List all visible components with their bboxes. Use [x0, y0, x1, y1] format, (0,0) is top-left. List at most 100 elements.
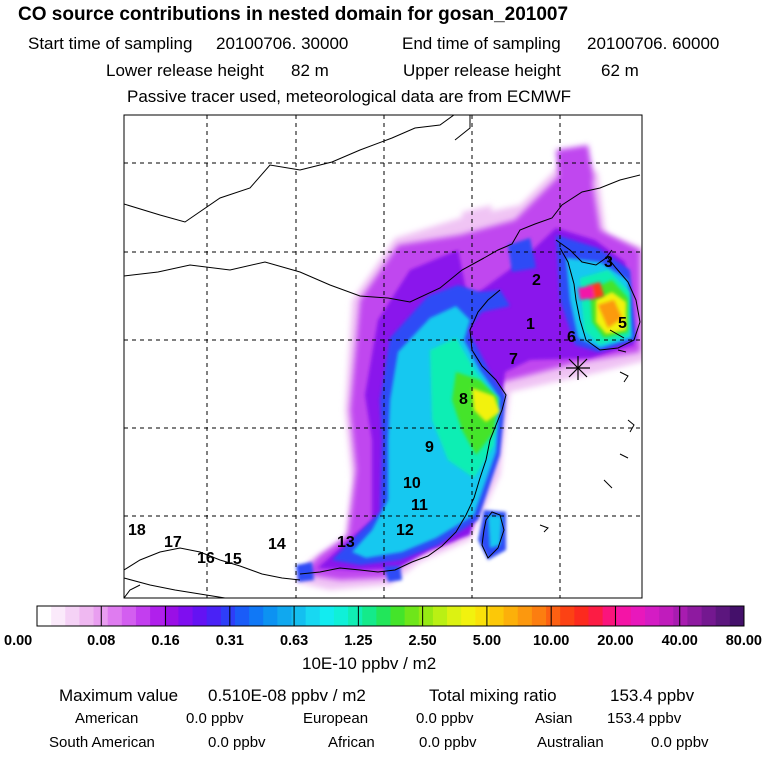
model-note: Passive tracer used, meteorological data… — [127, 87, 572, 106]
start-time-value: 20100706. 30000 — [216, 34, 349, 53]
region-label: 12 — [396, 522, 414, 539]
region-label: 15 — [224, 551, 242, 568]
african-label: African — [328, 734, 375, 751]
region-label: 13 — [337, 534, 355, 551]
concentration-field — [295, 145, 642, 590]
colorbar-swatch — [729, 606, 745, 626]
colorbar-swatch — [362, 606, 377, 626]
region-label: 3 — [604, 254, 613, 271]
map-frame — [123, 114, 643, 599]
colorbar-swatch — [531, 606, 547, 626]
colorbar-swatch — [164, 606, 179, 626]
colorbar-tick-label: 0.16 — [151, 633, 179, 649]
upper-height-label: Upper release height — [403, 61, 561, 80]
colorbar-swatch — [390, 606, 406, 626]
region-label: 8 — [459, 391, 468, 408]
colorbar-swatch — [249, 606, 264, 626]
colorbar-swatch — [333, 606, 349, 626]
lat-lon-grid — [124, 115, 642, 598]
region-label: 6 — [567, 329, 576, 346]
colorbar-tick-label: 20.00 — [597, 633, 633, 649]
start-time-label: Start time of sampling — [28, 34, 193, 53]
region-label: 18 — [128, 522, 146, 539]
region-labels: 1 2 3 5 6 7 8 9 10 11 12 13 14 15 16 17 … — [128, 254, 627, 568]
region-label: 5 — [618, 315, 627, 332]
colorbar-swatch — [489, 606, 505, 626]
colorbar-tick-label: 2.50 — [409, 633, 437, 649]
asian-value: 153.4 ppbv — [607, 710, 682, 727]
colorbar-swatch — [461, 606, 476, 626]
region-label: 1 — [526, 316, 535, 333]
european-label: European — [303, 710, 369, 727]
colorbar-swatch — [121, 606, 137, 626]
colorbar-swatch — [135, 606, 151, 626]
region-label: 16 — [197, 550, 215, 567]
colorbar-swatch — [715, 606, 731, 626]
colorbar-swatch — [503, 606, 519, 626]
colorbar-swatch — [645, 606, 660, 626]
max-value: 0.510E-08 ppbv / m2 — [208, 686, 366, 705]
colorbar-tick-label: 0.00 — [4, 633, 32, 649]
colorbar-swatch — [687, 606, 702, 626]
african-value: 0.0 ppbv — [419, 734, 477, 751]
asian-label: Asian — [535, 710, 573, 727]
colorbar-swatch — [574, 606, 589, 626]
colorbar-swatch — [701, 606, 717, 626]
region-label: 14 — [268, 536, 286, 553]
colorbar-swatch — [602, 606, 618, 626]
colorbar-swatch — [192, 606, 208, 626]
colorbar-swatch — [220, 606, 236, 626]
colorbar-tick-label: 0.63 — [280, 633, 308, 649]
colorbar-tick-label: 5.00 — [473, 633, 501, 649]
colorbar-swatch — [630, 606, 646, 626]
colorbar-tick-label: 0.08 — [87, 633, 115, 649]
australian-label: Australian — [537, 734, 604, 751]
colorbar-tick-label: 1.25 — [344, 633, 372, 649]
south-american-value: 0.0 ppbv — [208, 734, 266, 751]
colorbar-frame — [36, 605, 745, 627]
south-american-label: South American — [49, 734, 155, 751]
lower-height-label: Lower release height — [106, 61, 264, 80]
colorbar-swatch — [206, 606, 222, 626]
total-mixing-value: 153.4 ppbv — [610, 686, 695, 705]
colorbar-swatch — [65, 606, 80, 626]
american-label: American — [75, 710, 139, 727]
colorbar-swatch — [404, 606, 420, 626]
colorbar-swatch — [319, 606, 335, 626]
colorbar — [37, 606, 745, 626]
colorbar-tick-label: 80.00 — [726, 633, 762, 649]
colorbar-swatch — [37, 606, 52, 626]
colorbar-swatch — [178, 606, 193, 626]
colorbar-swatch — [263, 606, 278, 626]
colorbar-swatch — [79, 606, 94, 626]
region-label: 7 — [509, 351, 518, 368]
colorbar-swatch — [447, 606, 462, 626]
region-label: 10 — [403, 475, 421, 492]
colorbar-swatch — [475, 606, 490, 626]
colorbar-swatch — [277, 606, 292, 626]
end-time-label: End time of sampling — [402, 34, 561, 53]
colorbar-swatch — [291, 606, 307, 626]
colorbar-swatch — [234, 606, 250, 626]
european-value: 0.0 ppbv — [416, 710, 474, 727]
colorbar-swatch — [588, 606, 603, 626]
colorbar-unit: 10E-10 ppbv / m2 — [302, 654, 437, 673]
colorbar-swatch — [51, 606, 66, 626]
colorbar-swatch — [616, 606, 632, 626]
end-time-value: 20100706. 60000 — [587, 34, 720, 53]
colorbar-swatch — [659, 606, 674, 626]
max-value-label: Maximum value — [59, 686, 179, 705]
upper-height-value: 62 m — [601, 61, 639, 80]
region-label: 11 — [411, 497, 428, 514]
colorbar-tick-labels: 0.00 0.08 0.16 0.31 0.63 1.25 2.50 5.00 10.00 20.… — [4, 633, 762, 649]
colorbar-tick-label: 40.00 — [662, 633, 698, 649]
colorbar-swatch — [673, 606, 688, 626]
american-value: 0.0 ppbv — [186, 710, 244, 727]
colorbar-swatch — [418, 606, 434, 626]
colorbar-swatch — [348, 606, 363, 626]
region-label: 17 — [164, 534, 182, 551]
region-label: 9 — [425, 439, 434, 456]
australian-value: 0.0 ppbv — [651, 734, 709, 751]
colorbar-swatch — [150, 606, 165, 626]
